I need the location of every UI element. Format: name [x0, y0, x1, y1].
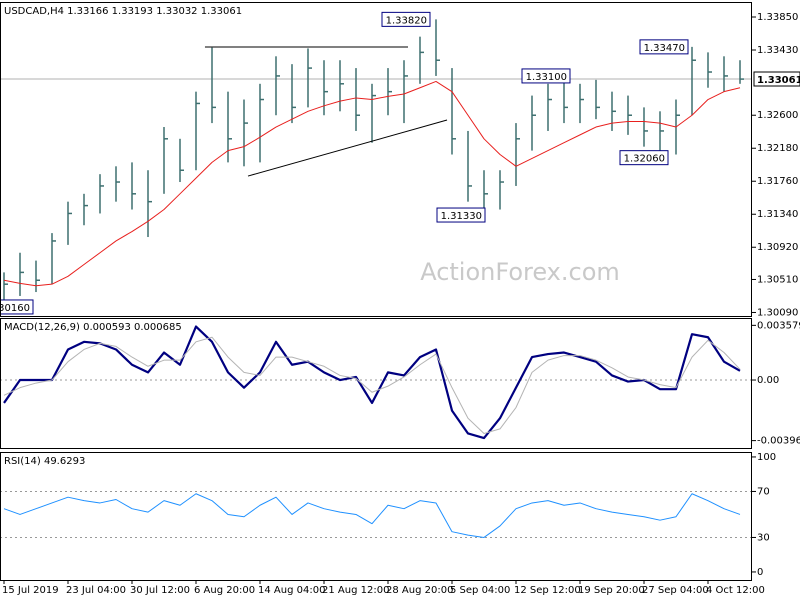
x-tick-label: 19 Sep 20:00	[578, 585, 645, 596]
x-tick-label: 4 Oct 12:00	[706, 585, 765, 596]
price-label: 1.33100	[526, 72, 567, 83]
watermark: ActionForex.com	[420, 258, 620, 286]
y-tick-label: 1.31760	[757, 176, 798, 187]
price-label: 1.32060	[624, 154, 665, 165]
panel	[0, 490, 752, 538]
y-tick-label: 1.33850	[757, 12, 798, 23]
y-tick-label: 1.33430	[757, 45, 798, 56]
x-tick-label: 27 Sep 04:00	[642, 585, 709, 596]
price-label: 1.31330	[441, 211, 482, 222]
series-line	[3, 336, 741, 434]
panel-title: USDCAD,H4 1.33166 1.33193 1.33032 1.3306…	[4, 6, 242, 17]
last-price-label: 1.33061	[757, 75, 800, 86]
panel-title: MACD(12,26,9) 0.000593 0.000685	[4, 322, 182, 333]
series-line	[3, 493, 741, 538]
panel-frame	[0, 318, 752, 449]
x-tick-label: 6 Aug 20:00	[194, 585, 255, 596]
y-tick-label: 100	[757, 452, 776, 463]
price-label-box	[639, 39, 689, 55]
panel-frame	[0, 2, 752, 317]
y-tick-label: 1.30510	[757, 274, 798, 285]
y-tick-label: 70	[757, 486, 770, 497]
price-label-box	[619, 150, 669, 166]
y-tick-label: 1.32180	[757, 143, 798, 154]
panel	[0, 325, 752, 440]
price-label-box	[0, 299, 34, 315]
price-label: 1.30160	[0, 303, 30, 314]
last-price-box	[753, 71, 800, 87]
x-tick-label: 30 Jul 12:00	[130, 585, 190, 596]
panel-title: RSI(14) 49.6293	[4, 456, 85, 467]
y-tick-label: 1.30090	[757, 307, 798, 318]
trendline	[247, 119, 448, 177]
x-tick-label: 12 Sep 12:00	[514, 585, 581, 596]
panel: ActionForex.com 1.33820 1.33470 1.33100 1.32…	[0, 11, 752, 315]
price-label: 1.33820	[386, 15, 427, 26]
y-tick-label: 1.30920	[757, 242, 798, 253]
x-tick-label: 15 Jul 2019	[2, 585, 59, 596]
x-tick-label: 21 Aug 12:00	[322, 585, 389, 596]
panel-frame	[0, 452, 752, 581]
series-line	[3, 80, 741, 287]
y-tick-label: 1.31340	[757, 209, 798, 220]
y-tick-label: 0.00	[757, 375, 779, 386]
y-tick-label: 0.003579	[757, 320, 800, 331]
x-tick-label: 14 Aug 04:00	[258, 585, 325, 596]
y-tick-label: -0.003966	[757, 436, 800, 447]
price-label: 1.33470	[644, 43, 685, 54]
price-label-box	[436, 207, 486, 223]
price-label-box	[521, 68, 571, 84]
y-tick-label: 1.32600	[757, 110, 798, 121]
y-tick-label: 0	[757, 567, 763, 578]
x-tick-label: 28 Aug 20:00	[386, 585, 453, 596]
y-tick-label: 30	[757, 532, 770, 543]
x-tick-label: 23 Jul 04:00	[66, 585, 126, 596]
price-label-box	[381, 11, 431, 27]
series-line	[3, 325, 741, 440]
x-tick-label: 5 Sep 04:00	[450, 585, 510, 596]
